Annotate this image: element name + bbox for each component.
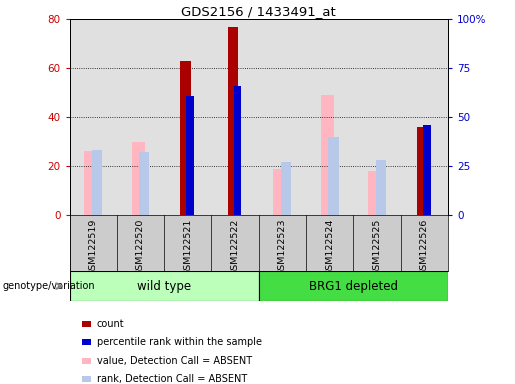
Bar	[228, 26, 238, 215]
Bar	[92, 151, 102, 215]
Text: GSM122523: GSM122523	[278, 219, 287, 276]
Bar	[131, 142, 145, 215]
Bar	[82, 376, 91, 382]
Bar	[321, 95, 334, 215]
Bar	[84, 151, 97, 215]
Bar	[139, 152, 149, 215]
Text: GSM122524: GSM122524	[325, 219, 334, 276]
Bar	[281, 162, 291, 215]
Bar	[70, 271, 259, 301]
Text: GSM122521: GSM122521	[183, 219, 192, 276]
Text: GSM122520: GSM122520	[136, 219, 145, 276]
Text: percentile rank within the sample: percentile rank within the sample	[97, 337, 262, 347]
Bar	[234, 86, 242, 215]
Text: value, Detection Call = ABSENT: value, Detection Call = ABSENT	[97, 356, 252, 366]
Bar	[82, 321, 91, 327]
Bar	[186, 96, 194, 215]
Bar	[368, 171, 381, 215]
Bar	[329, 137, 339, 215]
Text: GSM122519: GSM122519	[89, 219, 98, 276]
Text: GSM122522: GSM122522	[231, 219, 239, 276]
Bar	[82, 339, 91, 345]
Bar	[259, 271, 448, 301]
Text: GSM122525: GSM122525	[372, 219, 382, 276]
Text: genotype/variation: genotype/variation	[3, 281, 95, 291]
Title: GDS2156 / 1433491_at: GDS2156 / 1433491_at	[181, 5, 336, 18]
Text: BRG1 depleted: BRG1 depleted	[309, 280, 398, 293]
Bar	[273, 169, 287, 215]
Bar	[375, 160, 386, 215]
Bar	[417, 127, 427, 215]
Text: GSM122526: GSM122526	[420, 219, 429, 276]
Bar	[82, 358, 91, 364]
Bar	[180, 61, 191, 215]
Bar	[423, 125, 431, 215]
Text: count: count	[97, 319, 125, 329]
Text: wild type: wild type	[137, 280, 191, 293]
Text: rank, Detection Call = ABSENT: rank, Detection Call = ABSENT	[97, 374, 247, 384]
